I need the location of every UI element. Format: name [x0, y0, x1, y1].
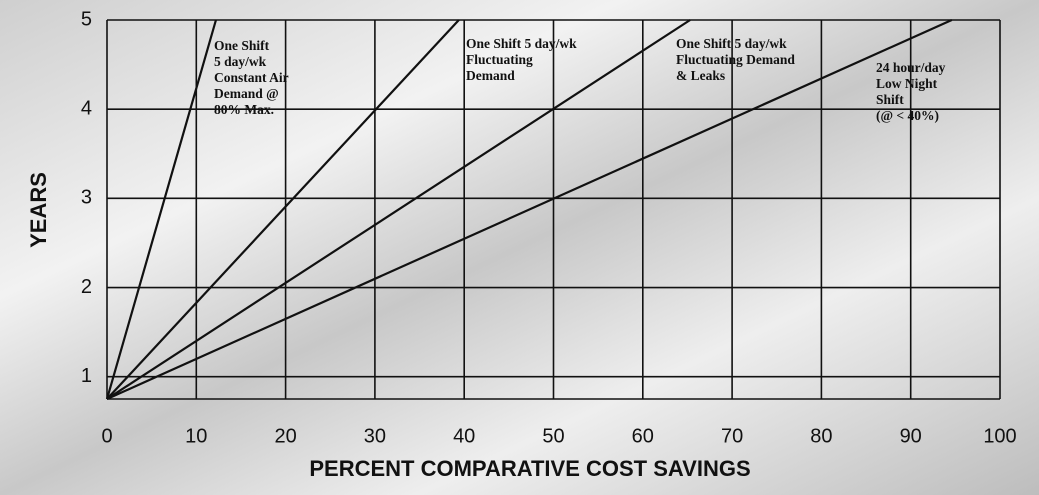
annotation: 80% Max. [214, 102, 274, 117]
line [106, 19, 460, 400]
annotation: Constant Air [214, 70, 289, 85]
x-tick-label: 100 [983, 425, 1016, 447]
x-tick-label: 30 [364, 425, 386, 447]
annotation: Shift [876, 92, 904, 107]
line [105, 19, 218, 400]
x-tick-label: 40 [453, 425, 475, 447]
annotation: & Leaks [676, 68, 725, 83]
annotation: Low Night [876, 76, 938, 91]
annotation: Demand @ [214, 86, 279, 101]
y-tick-label: 3 [81, 187, 92, 209]
annotation: (@ < 40%) [876, 108, 939, 123]
annotation: Demand [466, 68, 515, 83]
x-tick-label: 80 [810, 425, 832, 447]
y-tick-label: 2 [81, 276, 92, 298]
x-tick-label: 10 [185, 425, 207, 447]
annotation: Fluctuating [466, 52, 533, 67]
line [106, 19, 691, 400]
x-tick-label: 90 [900, 425, 922, 447]
x-tick-label: 50 [542, 425, 564, 447]
y-tick-label: 4 [81, 97, 92, 119]
x-tick-label: 60 [632, 425, 654, 447]
x-axis-title: PERCENT COMPARATIVE COST SAVINGS [309, 456, 750, 481]
line [106, 18, 953, 401]
y-axis-title: YEARS [26, 172, 51, 248]
x-tick-label: 70 [721, 425, 743, 447]
annotation: 24 hour/day [876, 60, 946, 75]
y-tick-label: 5 [81, 8, 92, 30]
x-tick-label: 0 [101, 425, 112, 447]
annotation: One Shift 5 day/wk [676, 36, 787, 51]
annotation: One Shift [214, 38, 270, 53]
x-tick-label: 20 [274, 425, 296, 447]
y-tick-label: 1 [81, 365, 92, 387]
annotation: 5 day/wk [214, 54, 267, 69]
annotation: One Shift 5 day/wk [466, 36, 577, 51]
annotation: Fluctuating Demand [676, 52, 795, 67]
